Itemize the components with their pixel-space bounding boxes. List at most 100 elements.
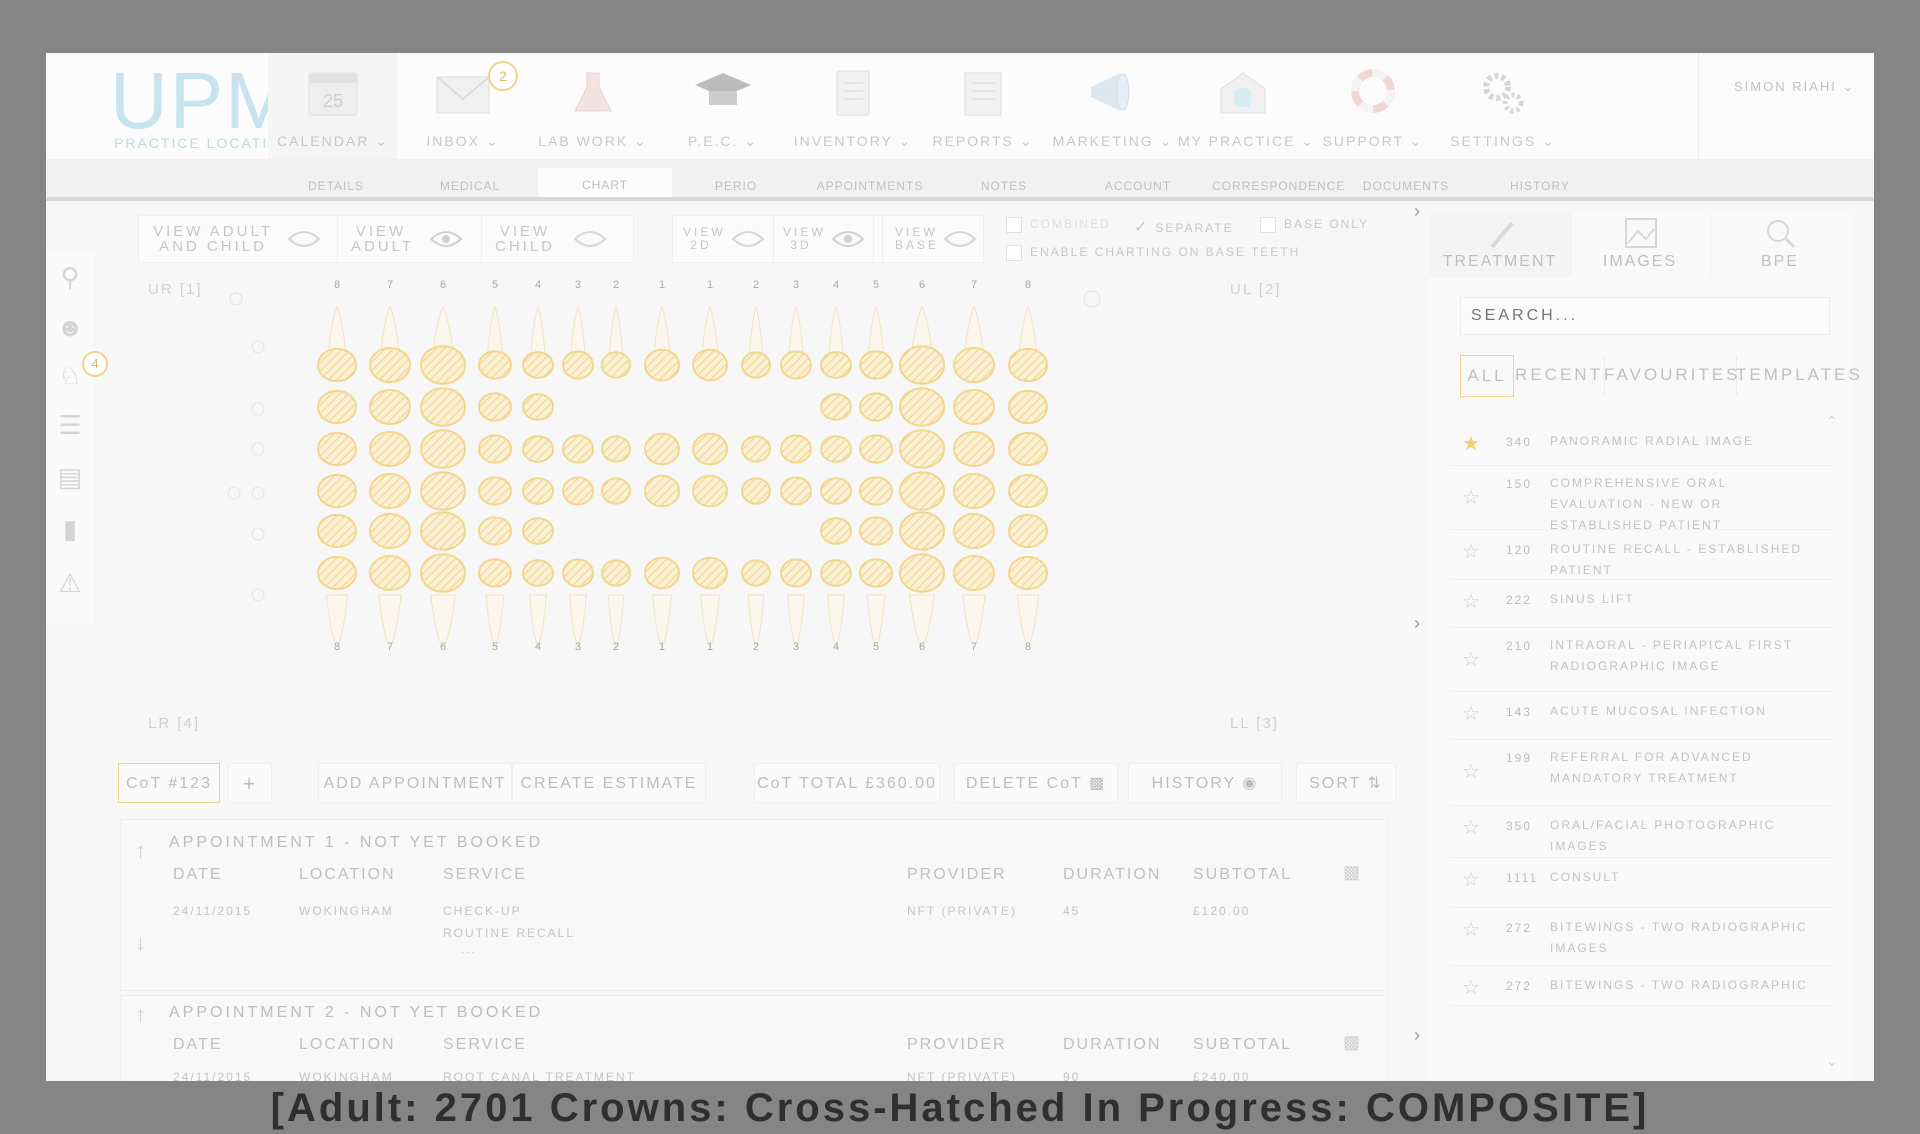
treatment-search-input[interactable] <box>1460 297 1830 335</box>
tooth-crown[interactable] <box>478 476 512 506</box>
tooth-crown[interactable] <box>953 473 995 509</box>
tooth-crown[interactable] <box>317 347 357 383</box>
tooth-root[interactable] <box>866 594 886 648</box>
tooth-crown[interactable] <box>478 350 512 380</box>
chevron-right-icon[interactable]: › <box>1414 613 1420 633</box>
separate-option[interactable]: ✓ SEPARATE <box>1134 217 1234 237</box>
star-icon[interactable]: ☆ <box>1462 649 1480 671</box>
tab-documents[interactable]: DOCUMENTS <box>1362 179 1450 193</box>
tooth-crown[interactable] <box>644 556 680 590</box>
tab-bpe[interactable]: BPE <box>1710 213 1850 277</box>
tooth-root[interactable] <box>747 594 765 649</box>
tooth-root[interactable] <box>699 594 721 648</box>
tooth-crown[interactable] <box>317 513 357 549</box>
tooth-crown[interactable] <box>820 477 852 505</box>
delete-cot-button[interactable]: DELETE CoT ▩ <box>954 763 1118 803</box>
enable-base-option[interactable]: ENABLE CHARTING ON BASE TEETH <box>1006 245 1300 261</box>
combined-checkbox[interactable] <box>1006 217 1022 233</box>
group-clock-icon[interactable]: ♘ <box>58 360 82 390</box>
tooth-crown[interactable] <box>369 513 411 549</box>
treatment-item[interactable]: ☆ 199 REFERRAL FOR ADVANCED MANDATORY TREA… <box>1450 739 1832 806</box>
trash-icon[interactable]: ▩ <box>1343 862 1361 882</box>
eye-marker-icon[interactable] <box>1083 290 1101 308</box>
nav-support[interactable]: SUPPORT ⌄ <box>1308 53 1438 159</box>
tooth-root[interactable] <box>529 594 547 649</box>
nav-inventory[interactable]: INVENTORY ⌄ <box>788 53 918 159</box>
tab-chart[interactable]: CHART <box>538 168 672 197</box>
chevron-right-icon[interactable]: › <box>1414 201 1420 221</box>
tab-notes[interactable]: NOTES <box>980 179 1028 193</box>
eye-marker-icon[interactable] <box>251 527 265 541</box>
eye-marker-icon[interactable] <box>251 340 265 354</box>
star-icon[interactable]: ☆ <box>1462 919 1480 941</box>
tooth-crown[interactable] <box>741 559 771 587</box>
tooth-crown[interactable] <box>601 351 631 379</box>
tooth-crown[interactable] <box>899 553 945 593</box>
tooth-crown[interactable] <box>562 476 594 506</box>
warning-icon[interactable]: ⚠ <box>58 568 82 598</box>
tab-perio[interactable]: PERIO <box>714 179 758 193</box>
view-2d-button[interactable]: VIEW 2D <box>673 216 774 262</box>
nav-calendar[interactable]: 25 CALENDAR ⌄ <box>268 53 398 159</box>
star-icon[interactable]: ☆ <box>1462 703 1480 725</box>
tab-correspondence[interactable]: CORRESPONDENCE <box>1212 179 1346 193</box>
tooth-crown[interactable] <box>1008 347 1048 383</box>
view-adult-child-button[interactable]: VIEW ADULT AND CHILD <box>139 216 338 262</box>
tooth-crown[interactable] <box>899 471 945 511</box>
enable-base-checkbox[interactable] <box>1006 245 1022 261</box>
tooth-crown[interactable] <box>820 351 852 379</box>
tooth-root[interactable] <box>909 594 935 648</box>
tooth-crown[interactable] <box>478 558 512 588</box>
view-child-button[interactable]: VIEW CHILD <box>481 216 631 262</box>
tooth-root[interactable] <box>430 594 456 648</box>
tooth-root[interactable] <box>378 594 402 648</box>
nav-settings[interactable]: SETTINGS ⌄ <box>1438 53 1568 159</box>
tooth-crown[interactable] <box>369 347 411 383</box>
tooth-crown[interactable] <box>369 431 411 467</box>
tooth-crown[interactable] <box>369 389 411 425</box>
treatment-item[interactable]: ☆ 272 BITEWINGS - TWO RADIOGRAPHIC <box>1450 965 1832 1006</box>
tooth-crown[interactable] <box>899 429 945 469</box>
tooth-crown[interactable] <box>820 517 852 545</box>
tooth-crown[interactable] <box>780 558 812 588</box>
tooth-crown[interactable] <box>820 393 852 421</box>
star-icon[interactable]: ☆ <box>1462 817 1480 839</box>
tooth-root[interactable] <box>827 594 845 649</box>
tooth-crown[interactable] <box>562 350 594 380</box>
trash-icon[interactable]: ▩ <box>1343 1032 1361 1052</box>
tooth-crown[interactable] <box>478 516 512 546</box>
tooth-crown[interactable] <box>953 555 995 591</box>
eye-marker-icon[interactable] <box>251 402 265 416</box>
scroll-down-icon[interactable]: ⌄ <box>1826 1053 1838 1069</box>
teeth-svg[interactable] <box>106 279 1316 739</box>
tooth-crown[interactable] <box>522 351 554 379</box>
treatment-item[interactable]: ☆ 120 ROUTINE RECALL - ESTABLISHED PATIENT <box>1450 529 1832 580</box>
tooth-crown[interactable] <box>369 555 411 591</box>
filter-favourites[interactable]: FAVOURITES <box>1604 355 1737 395</box>
star-icon[interactable]: ☆ <box>1462 541 1480 563</box>
tooth-crown[interactable] <box>522 517 554 545</box>
add-user-icon[interactable]: ☻ <box>56 312 84 342</box>
view-3d-button[interactable]: VIEW 3D <box>773 216 874 262</box>
view-adult-button[interactable]: VIEW ADULT <box>337 216 482 262</box>
tooth-crown[interactable] <box>420 429 466 469</box>
tooth-crown[interactable] <box>522 477 554 505</box>
tooth-crown[interactable] <box>1008 431 1048 467</box>
treatment-item[interactable]: ☆ 272 BITEWINGS - TWO RADIOGRAPHIC IMAGES <box>1450 907 1832 966</box>
tooth-crown[interactable] <box>644 474 680 508</box>
tooth-root[interactable] <box>325 594 349 648</box>
eye-marker-icon[interactable] <box>251 486 265 500</box>
tooth-crown[interactable] <box>522 393 554 421</box>
tooth-root[interactable] <box>962 594 986 648</box>
tooth-crown[interactable] <box>741 477 771 505</box>
tooth-root[interactable] <box>485 594 505 648</box>
tab-account[interactable]: ACCOUNT <box>1104 179 1172 193</box>
tooth-crown[interactable] <box>859 558 893 588</box>
tab-appointments[interactable]: APPOINTMENTS <box>816 179 924 193</box>
tooth-root[interactable] <box>787 594 805 649</box>
tooth-crown[interactable] <box>644 432 680 466</box>
eye-marker-icon[interactable] <box>229 292 243 306</box>
nav-lab-work[interactable]: LAB WORK ⌄ <box>528 53 658 159</box>
tooth-crown[interactable] <box>522 559 554 587</box>
tooth-crown[interactable] <box>780 476 812 506</box>
